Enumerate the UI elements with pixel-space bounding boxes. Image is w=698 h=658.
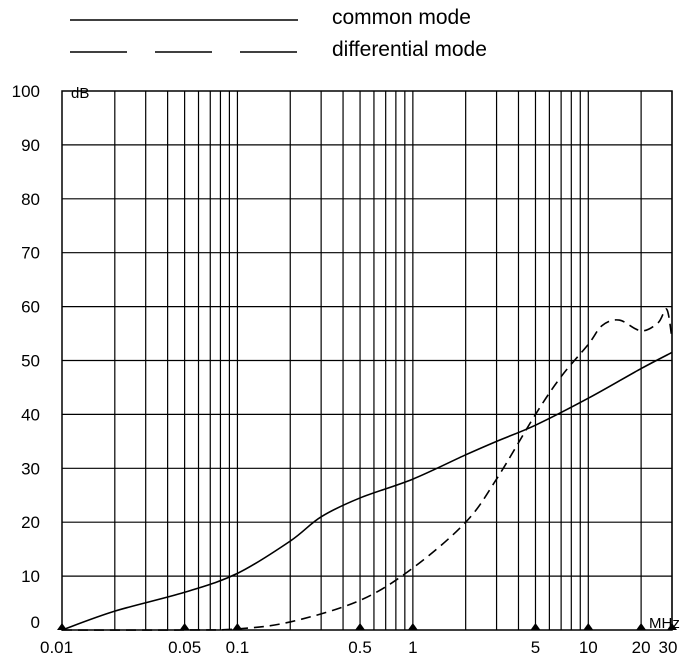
legend-label-common-mode: common mode [332, 6, 471, 29]
y-tick-label: 20 [21, 513, 40, 532]
y-tick-label: 100 [12, 82, 40, 101]
y-tick-label: 50 [21, 352, 40, 371]
x-tick-label: 10 [579, 638, 598, 657]
x-tick-mark [530, 623, 541, 630]
series-line-differential-mode [61, 308, 673, 631]
x-tick-label: 1 [408, 638, 417, 657]
x-tick-mark [355, 623, 366, 630]
x-tick-label: 0.1 [226, 638, 250, 657]
series-line-common-mode [61, 351, 673, 631]
x-tick-label: 30 [659, 638, 678, 657]
y-tick-label: 80 [21, 190, 40, 209]
x-tick-mark [57, 623, 67, 630]
y-tick-label: 0 [31, 613, 40, 632]
y-tick-label: 90 [21, 136, 40, 155]
y-tick-label: 70 [21, 244, 40, 263]
x-tick-mark [179, 623, 190, 630]
series-lines [61, 308, 673, 631]
grid-lines [62, 91, 673, 630]
y-tick-label: 10 [21, 567, 40, 586]
plot-area: 0.01 0.05 0.1 0.5 1 5 10 20 30 0 10 20 30 40 50 60 70 80 9… [12, 82, 678, 657]
legend-label-differential-mode: differential mode [332, 38, 487, 61]
tick-labels: 0.01 0.05 0.1 0.5 1 5 10 20 30 0 10 20 30 40 50 60 70 80 9… [12, 82, 678, 657]
x-tick-label: 0.5 [348, 638, 372, 657]
x-tick-mark [232, 623, 243, 630]
legend: common mode differential mode [70, 6, 487, 61]
x-tick-mark [583, 623, 594, 630]
x-tick-label: 0.01 [40, 638, 73, 657]
y-unit-label: dB [71, 85, 89, 102]
x-tick-label: 20 [632, 638, 651, 657]
y-tick-label: 30 [21, 459, 40, 478]
tick-marks [57, 623, 677, 630]
y-tick-label: 60 [21, 298, 40, 317]
x-tick-label: 0.05 [168, 638, 201, 657]
y-tick-label: 40 [21, 405, 40, 424]
x-tick-mark [667, 623, 677, 630]
x-tick-label: 5 [531, 638, 540, 657]
x-unit-label: MHz [649, 615, 680, 632]
x-tick-mark [407, 623, 418, 630]
x-tick-mark [636, 623, 647, 630]
plot-frame [61, 90, 673, 631]
